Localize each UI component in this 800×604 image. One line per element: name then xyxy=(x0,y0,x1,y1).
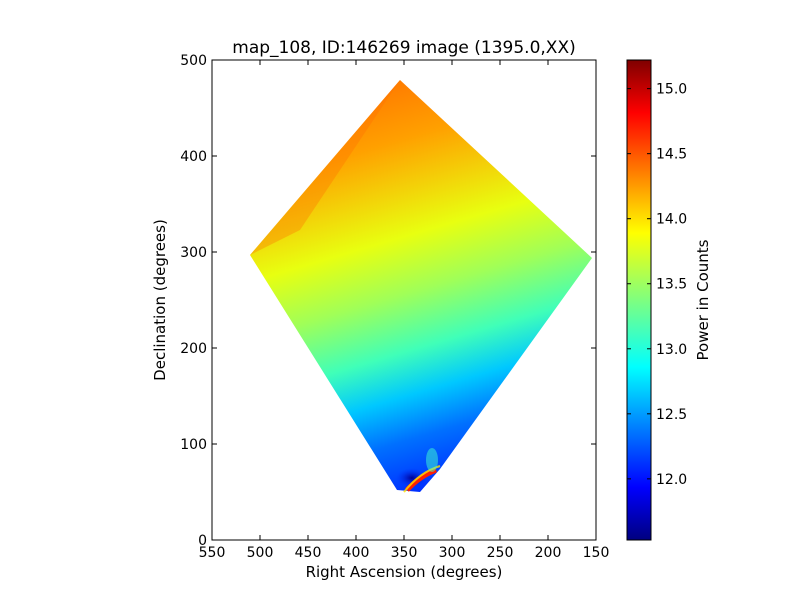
map-footprint xyxy=(250,80,592,492)
colorbar-tick-label: 12.0 xyxy=(656,472,687,488)
colorbar xyxy=(626,59,652,541)
colorbar-ticks: 12.0 12.5 13.0 13.5 14.0 14.5 15.0 xyxy=(627,82,687,488)
map-orange-corner xyxy=(250,80,400,255)
y-tick-label: 100 xyxy=(180,437,207,453)
colorbar-tick-label: 12.5 xyxy=(656,407,687,423)
y-tick-label: 200 xyxy=(180,341,207,357)
x-tick-label: 250 xyxy=(487,545,514,561)
colorbar-tick-label: 13.5 xyxy=(656,277,687,293)
colorbar-tick-label: 14.0 xyxy=(656,212,687,228)
y-tick-label: 0 xyxy=(198,533,207,549)
x-tick-label: 500 xyxy=(247,545,274,561)
colorbar-tick-label: 14.5 xyxy=(656,147,687,163)
x-tick-label: 550 xyxy=(199,545,226,561)
chart-title: map_108, ID:146269 image (1395.0,XX) xyxy=(232,38,575,58)
y-axis-label: Declination (degrees) xyxy=(151,219,169,381)
x-tick-label: 150 xyxy=(583,545,610,561)
x-tick-label: 200 xyxy=(535,545,562,561)
colorbar-tick-label: 13.0 xyxy=(656,342,687,358)
x-tick-label: 400 xyxy=(343,545,370,561)
x-tick-label: 350 xyxy=(391,545,418,561)
plot-area xyxy=(250,80,592,493)
y-axis-ticks: 0 100 200 300 400 500 xyxy=(180,53,596,549)
dark-spot xyxy=(396,468,428,488)
x-tick-label: 300 xyxy=(439,545,466,561)
y-tick-label: 400 xyxy=(180,149,207,165)
hotspot-plume xyxy=(426,448,438,472)
x-axis-label: Right Ascension (degrees) xyxy=(306,563,503,581)
y-tick-label: 500 xyxy=(180,53,207,69)
colorbar-tick-label: 15.0 xyxy=(656,82,687,98)
colorbar-label: Power in Counts xyxy=(694,239,712,360)
x-axis-ticks: 550 500 450 400 350 300 250 200 150 xyxy=(199,60,610,561)
x-tick-label: 450 xyxy=(295,545,322,561)
y-tick-label: 300 xyxy=(180,245,207,261)
